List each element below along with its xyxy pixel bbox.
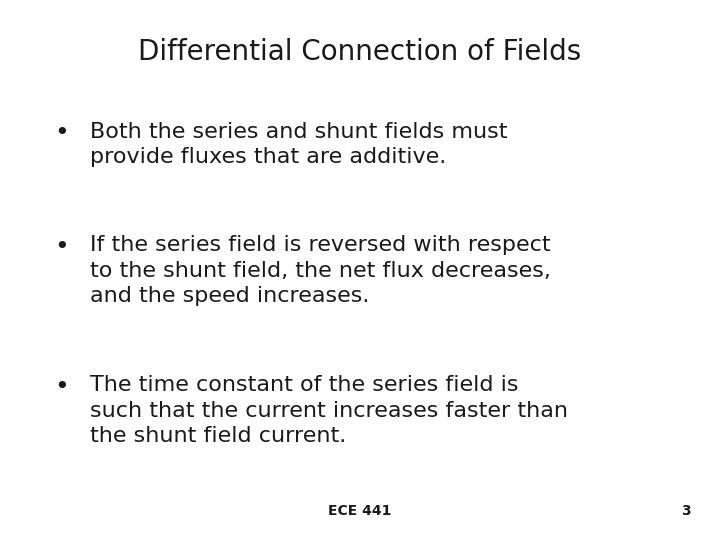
Text: Differential Connection of Fields: Differential Connection of Fields [138,38,582,66]
Text: •: • [54,235,68,259]
Text: •: • [54,375,68,399]
Text: ECE 441: ECE 441 [328,504,392,518]
Text: •: • [54,122,68,145]
Text: 3: 3 [682,504,691,518]
Text: If the series field is reversed with respect
to the shunt field, the net flux de: If the series field is reversed with res… [90,235,551,306]
Text: The time constant of the series field is
such that the current increases faster : The time constant of the series field is… [90,375,568,447]
Text: Both the series and shunt fields must
provide fluxes that are additive.: Both the series and shunt fields must pr… [90,122,508,167]
